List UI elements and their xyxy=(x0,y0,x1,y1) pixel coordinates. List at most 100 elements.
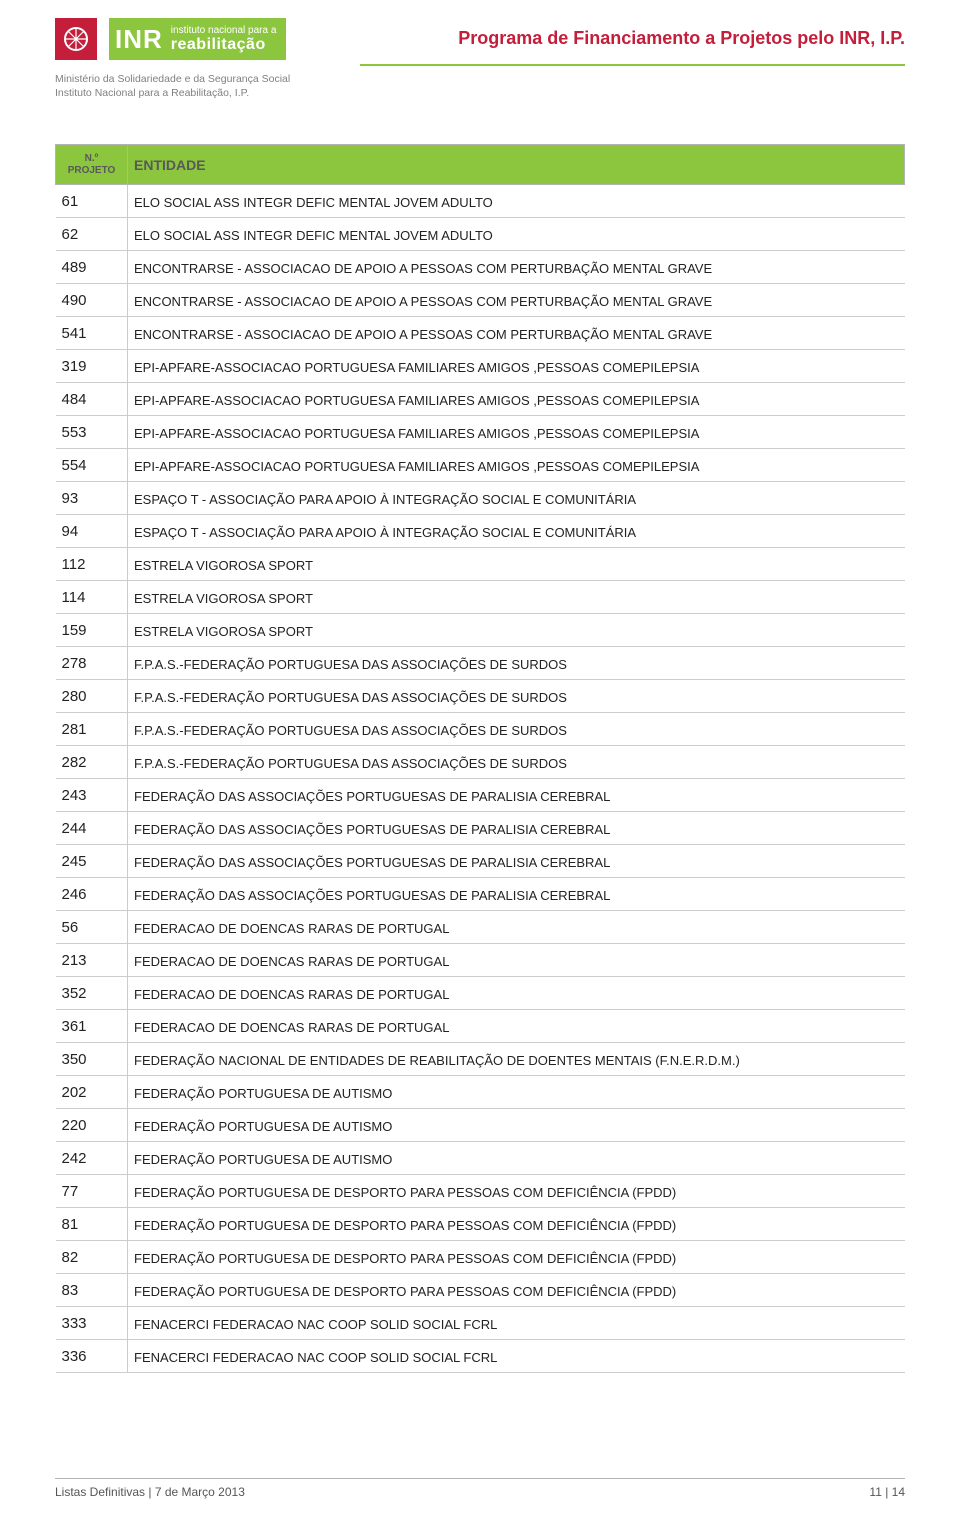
table-row: 246FEDERAÇÃO DAS ASSOCIAÇÕES PORTUGUESAS… xyxy=(56,878,905,911)
cell-project-number: 541 xyxy=(56,317,128,350)
cell-entity: FEDERACAO DE DOENCAS RARAS DE PORTUGAL xyxy=(128,944,905,977)
cell-entity: ESTRELA VIGOROSA SPORT xyxy=(128,548,905,581)
inr-abbrev: INR xyxy=(115,24,163,55)
table-row: 81FEDERAÇÃO PORTUGUESA DE DESPORTO PARA … xyxy=(56,1208,905,1241)
cell-entity: FEDERACAO DE DOENCAS RARAS DE PORTUGAL xyxy=(128,1010,905,1043)
cell-project-number: 246 xyxy=(56,878,128,911)
table-row: 82FEDERAÇÃO PORTUGUESA DE DESPORTO PARA … xyxy=(56,1241,905,1274)
table-row: 213FEDERACAO DE DOENCAS RARAS DE PORTUGA… xyxy=(56,944,905,977)
cell-project-number: 62 xyxy=(56,218,128,251)
projects-table: N.º PROJETO ENTIDADE 61ELO SOCIAL ASS IN… xyxy=(55,144,905,1373)
cell-entity: EPI-APFARE-ASSOCIACAO PORTUGUESA FAMILIA… xyxy=(128,383,905,416)
table-row: 281F.P.A.S.-FEDERAÇÃO PORTUGUESA DAS ASS… xyxy=(56,713,905,746)
cell-entity: FEDERAÇÃO PORTUGUESA DE DESPORTO PARA PE… xyxy=(128,1241,905,1274)
page-header: INR instituto nacional para a reabilitaç… xyxy=(55,18,905,60)
cell-entity: EPI-APFARE-ASSOCIACAO PORTUGUESA FAMILIA… xyxy=(128,449,905,482)
cell-project-number: 278 xyxy=(56,647,128,680)
cell-entity: ELO SOCIAL ASS INTEGR DEFIC MENTAL JOVEM… xyxy=(128,218,905,251)
ministry-line1: Ministério da Solidariedade e da Seguran… xyxy=(55,72,905,86)
cell-entity: F.P.A.S.-FEDERAÇÃO PORTUGUESA DAS ASSOCI… xyxy=(128,713,905,746)
cell-project-number: 202 xyxy=(56,1076,128,1109)
cell-project-number: 83 xyxy=(56,1274,128,1307)
cell-entity: FEDERAÇÃO PORTUGUESA DE AUTISMO xyxy=(128,1109,905,1142)
cell-project-number: 245 xyxy=(56,845,128,878)
footer-right: 11 | 14 xyxy=(869,1485,905,1499)
cell-project-number: 94 xyxy=(56,515,128,548)
cell-entity: ENCONTRARSE - ASSOCIACAO DE APOIO A PESS… xyxy=(128,251,905,284)
cell-project-number: 553 xyxy=(56,416,128,449)
table-row: 77FEDERAÇÃO PORTUGUESA DE DESPORTO PARA … xyxy=(56,1175,905,1208)
page-content: INR instituto nacional para a reabilitaç… xyxy=(0,0,960,1373)
projects-table-wrap: N.º PROJETO ENTIDADE 61ELO SOCIAL ASS IN… xyxy=(55,144,905,1373)
cell-entity: FENACERCI FEDERACAO NAC COOP SOLID SOCIA… xyxy=(128,1340,905,1373)
cell-project-number: 361 xyxy=(56,1010,128,1043)
cell-project-number: 159 xyxy=(56,614,128,647)
cell-entity: ENCONTRARSE - ASSOCIACAO DE APOIO A PESS… xyxy=(128,284,905,317)
col-header-entity: ENTIDADE xyxy=(128,145,905,185)
table-row: 202FEDERAÇÃO PORTUGUESA DE AUTISMO xyxy=(56,1076,905,1109)
cell-entity: ELO SOCIAL ASS INTEGR DEFIC MENTAL JOVEM… xyxy=(128,185,905,218)
table-row: 244FEDERAÇÃO DAS ASSOCIAÇÕES PORTUGUESAS… xyxy=(56,812,905,845)
table-row: 361FEDERACAO DE DOENCAS RARAS DE PORTUGA… xyxy=(56,1010,905,1043)
cell-entity: FEDERAÇÃO PORTUGUESA DE DESPORTO PARA PE… xyxy=(128,1274,905,1307)
cell-entity: FEDERAÇÃO DAS ASSOCIAÇÕES PORTUGUESAS DE… xyxy=(128,878,905,911)
table-row: 112ESTRELA VIGOROSA SPORT xyxy=(56,548,905,581)
cell-project-number: 489 xyxy=(56,251,128,284)
cell-entity: FEDERAÇÃO PORTUGUESA DE DESPORTO PARA PE… xyxy=(128,1175,905,1208)
table-row: 159ESTRELA VIGOROSA SPORT xyxy=(56,614,905,647)
cell-project-number: 336 xyxy=(56,1340,128,1373)
cell-project-number: 319 xyxy=(56,350,128,383)
cell-project-number: 281 xyxy=(56,713,128,746)
table-row: 245FEDERAÇÃO DAS ASSOCIAÇÕES PORTUGUESAS… xyxy=(56,845,905,878)
col-header-number: N.º PROJETO xyxy=(56,145,128,185)
cell-entity: FENACERCI FEDERACAO NAC COOP SOLID SOCIA… xyxy=(128,1307,905,1340)
cell-project-number: 81 xyxy=(56,1208,128,1241)
program-title: Programa de Financiamento a Projetos pel… xyxy=(458,18,905,49)
table-row: 83FEDERAÇÃO PORTUGUESA DE DESPORTO PARA … xyxy=(56,1274,905,1307)
table-row: 490ENCONTRARSE - ASSOCIACAO DE APOIO A P… xyxy=(56,284,905,317)
cell-entity: FEDERACAO DE DOENCAS RARAS DE PORTUGAL xyxy=(128,977,905,1010)
table-row: 484EPI-APFARE-ASSOCIACAO PORTUGUESA FAMI… xyxy=(56,383,905,416)
cell-project-number: 282 xyxy=(56,746,128,779)
cell-entity: FEDERAÇÃO PORTUGUESA DE AUTISMO xyxy=(128,1076,905,1109)
cell-project-number: 61 xyxy=(56,185,128,218)
title-underline xyxy=(360,64,905,66)
cell-entity: ESPAÇO T - ASSOCIAÇÃO PARA APOIO À INTEG… xyxy=(128,482,905,515)
footer-left: Listas Definitivas | 7 de Março 2013 xyxy=(55,1485,245,1499)
table-row: 220FEDERAÇÃO PORTUGUESA DE AUTISMO xyxy=(56,1109,905,1142)
cell-project-number: 490 xyxy=(56,284,128,317)
cell-project-number: 554 xyxy=(56,449,128,482)
table-row: 93ESPAÇO T - ASSOCIAÇÃO PARA APOIO À INT… xyxy=(56,482,905,515)
table-row: 350FEDERAÇÃO NACIONAL DE ENTIDADES DE RE… xyxy=(56,1043,905,1076)
cell-project-number: 242 xyxy=(56,1142,128,1175)
table-row: 280F.P.A.S.-FEDERAÇÃO PORTUGUESA DAS ASS… xyxy=(56,680,905,713)
cell-project-number: 350 xyxy=(56,1043,128,1076)
cell-entity: ENCONTRARSE - ASSOCIACAO DE APOIO A PESS… xyxy=(128,317,905,350)
table-row: 62ELO SOCIAL ASS INTEGR DEFIC MENTAL JOV… xyxy=(56,218,905,251)
table-header-row: N.º PROJETO ENTIDADE xyxy=(56,145,905,185)
cell-entity: ESTRELA VIGOROSA SPORT xyxy=(128,581,905,614)
cell-entity: F.P.A.S.-FEDERAÇÃO PORTUGUESA DAS ASSOCI… xyxy=(128,680,905,713)
cell-project-number: 213 xyxy=(56,944,128,977)
cell-entity: EPI-APFARE-ASSOCIACAO PORTUGUESA FAMILIA… xyxy=(128,416,905,449)
ministry-line2: Instituto Nacional para a Reabilitação, … xyxy=(55,86,905,100)
cell-entity: FEDERAÇÃO DAS ASSOCIAÇÕES PORTUGUESAS DE… xyxy=(128,812,905,845)
cell-project-number: 220 xyxy=(56,1109,128,1142)
cell-project-number: 93 xyxy=(56,482,128,515)
inr-logo: INR instituto nacional para a reabilitaç… xyxy=(109,18,286,60)
cell-entity: FEDERAÇÃO DAS ASSOCIAÇÕES PORTUGUESAS DE… xyxy=(128,779,905,812)
table-row: 278F.P.A.S.-FEDERAÇÃO PORTUGUESA DAS ASS… xyxy=(56,647,905,680)
cell-entity: FEDERAÇÃO DAS ASSOCIAÇÕES PORTUGUESAS DE… xyxy=(128,845,905,878)
page-footer: Listas Definitivas | 7 de Março 2013 11 … xyxy=(55,1478,905,1499)
table-row: 554EPI-APFARE-ASSOCIACAO PORTUGUESA FAMI… xyxy=(56,449,905,482)
cell-entity: F.P.A.S.-FEDERAÇÃO PORTUGUESA DAS ASSOCI… xyxy=(128,746,905,779)
table-row: 333FENACERCI FEDERACAO NAC COOP SOLID SO… xyxy=(56,1307,905,1340)
cell-project-number: 114 xyxy=(56,581,128,614)
portugal-emblem-icon xyxy=(55,18,97,60)
ministry-subheader: Ministério da Solidariedade e da Seguran… xyxy=(55,72,905,100)
table-row: 541ENCONTRARSE - ASSOCIACAO DE APOIO A P… xyxy=(56,317,905,350)
inr-name-line1: instituto nacional para a xyxy=(171,25,277,36)
cell-project-number: 244 xyxy=(56,812,128,845)
cell-project-number: 333 xyxy=(56,1307,128,1340)
table-row: 553EPI-APFARE-ASSOCIACAO PORTUGUESA FAMI… xyxy=(56,416,905,449)
